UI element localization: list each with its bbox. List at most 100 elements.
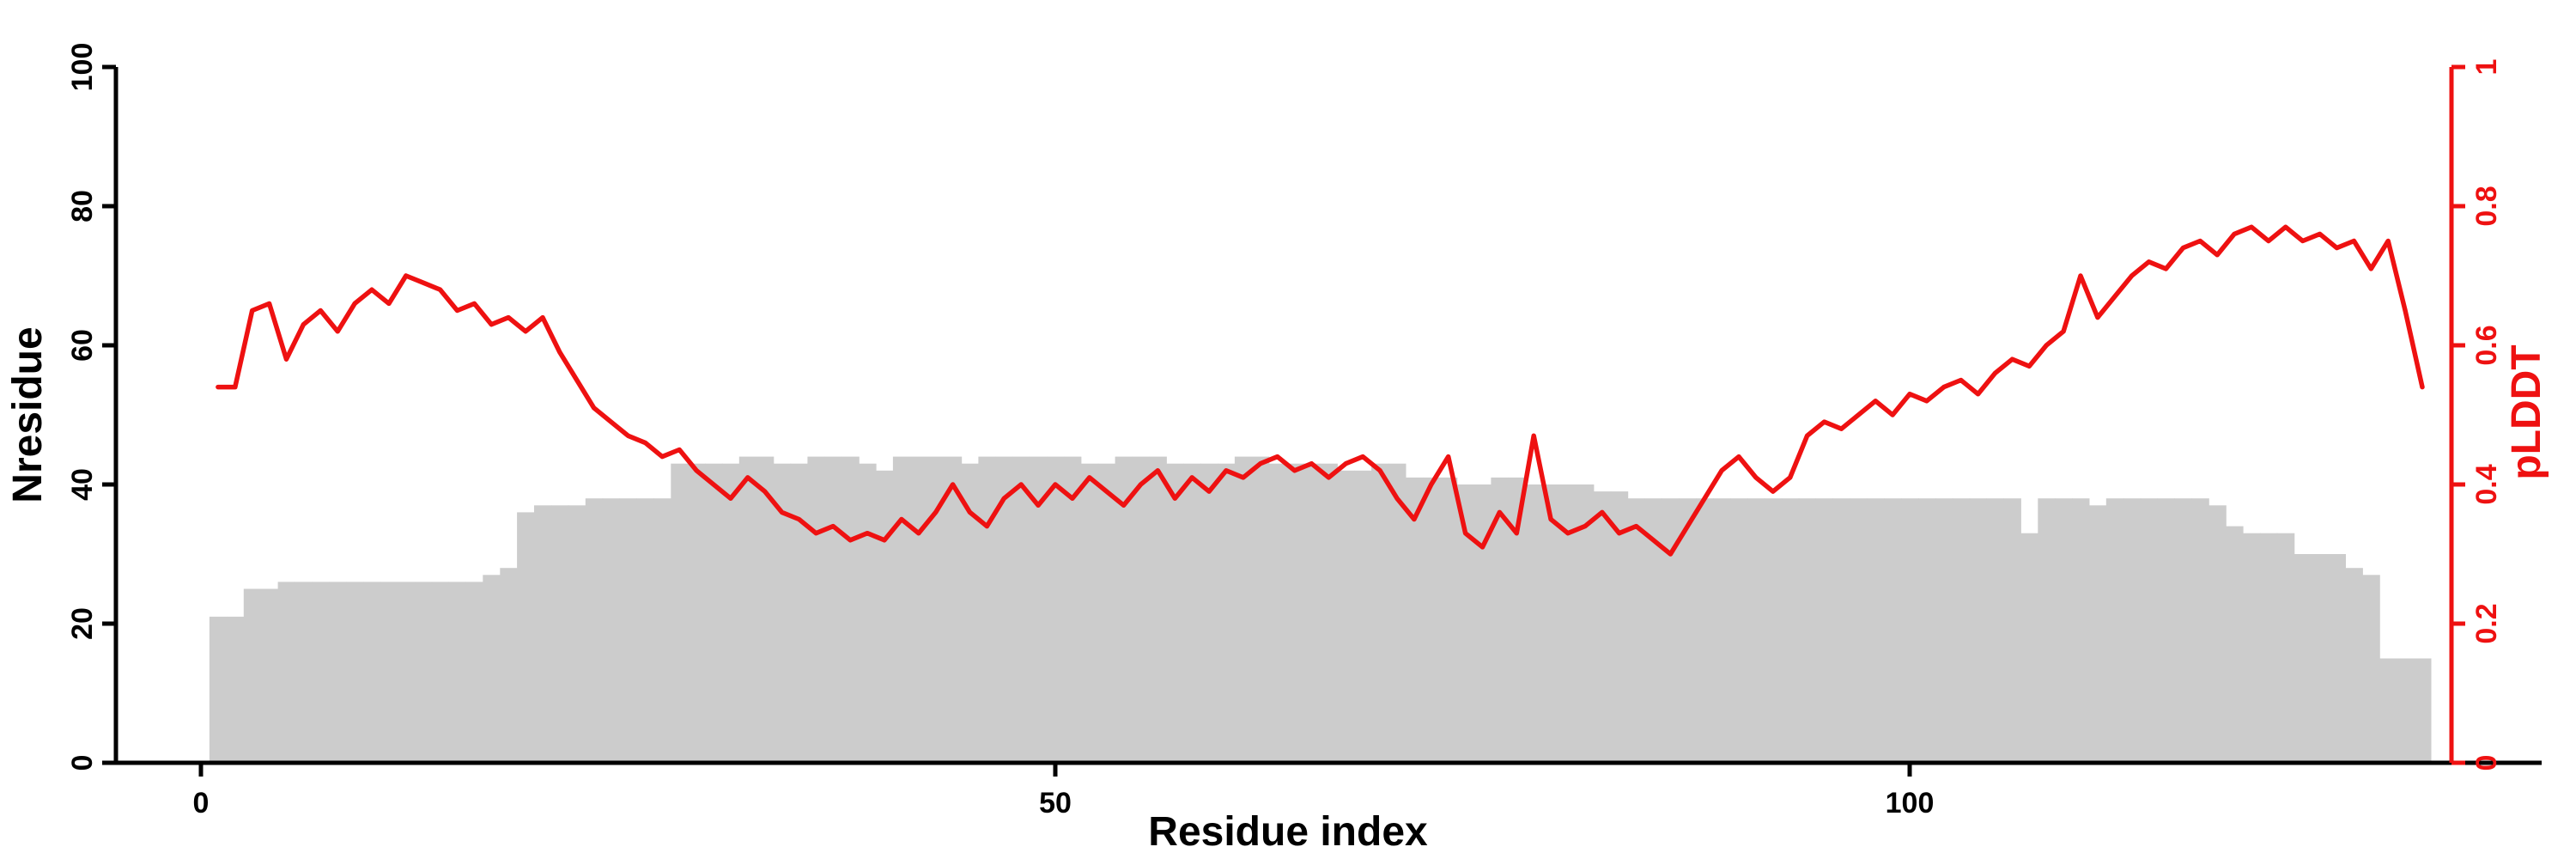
nresidue-bar	[414, 582, 433, 763]
nresidue-bar	[619, 498, 637, 763]
nresidue-bar	[2174, 498, 2192, 763]
nresidue-bar	[1713, 498, 1731, 763]
nresidue-bar	[1525, 484, 1543, 763]
nresidue-bar	[927, 456, 945, 763]
nresidue-bar	[483, 575, 501, 763]
nresidue-bar	[1576, 484, 1595, 763]
nresidue-bar	[1218, 463, 1236, 763]
nresidue-bar	[671, 463, 689, 763]
nresidue-bar	[773, 463, 792, 763]
nresidue-bar	[277, 582, 296, 763]
nresidue-bar	[1696, 498, 1714, 763]
y-right-axis-title: pLDDT	[2504, 344, 2549, 479]
nresidue-bar	[1456, 484, 1475, 763]
nresidue-bar	[2105, 498, 2124, 763]
nresidue-bar	[841, 456, 860, 763]
nresidue-bar	[1097, 463, 1116, 763]
nresidue-bar	[448, 582, 466, 763]
nresidue-bar	[1832, 498, 1850, 763]
nresidue-bar	[1508, 477, 1526, 763]
nresidue-bar	[1183, 463, 1201, 763]
nresidue-bar	[534, 505, 552, 763]
nresidue-bar	[500, 568, 518, 763]
y-right-tick-label: 0.4	[2470, 464, 2503, 504]
nresidue-bar	[2293, 554, 2312, 763]
nresidue-bar	[859, 463, 877, 763]
x-axis: 0 50 100	[106, 760, 2542, 819]
nresidue-bar	[909, 456, 928, 763]
nresidue-bar	[688, 463, 706, 763]
nresidue-bar	[1884, 498, 1902, 763]
nresidue-bar	[2276, 533, 2295, 763]
nresidue-bar	[1679, 498, 1697, 763]
nresidue-bar	[243, 588, 262, 763]
nresidue-bar	[1200, 463, 1218, 763]
nresidue-bar	[1491, 477, 1509, 763]
nresidue-bar	[961, 463, 979, 763]
y-left-tick-label: 60	[66, 329, 99, 362]
nresidue-bar	[2157, 498, 2175, 763]
nresidue-bar	[2123, 498, 2142, 763]
y-right-tick-label: 0.8	[2470, 186, 2503, 226]
nresidue-bar	[209, 616, 228, 763]
nresidue-bar	[636, 498, 654, 763]
nresidue-bar	[1559, 484, 1577, 763]
nresidue-bar	[978, 456, 996, 763]
nresidue-bar	[1935, 498, 1953, 763]
nresidue-bar	[1764, 498, 1783, 763]
nresidue-bar	[2345, 568, 2363, 763]
nresidue-bar	[1781, 498, 1800, 763]
y-right-tick-label: 0.6	[2470, 325, 2503, 365]
nresidue-bar	[1149, 456, 1167, 763]
y-left-tick-label: 40	[66, 468, 99, 501]
nresidue-bar	[892, 456, 911, 763]
y-right-tick-label: 1	[2470, 59, 2503, 76]
nresidue-bar	[2072, 498, 2090, 763]
nresidue-bar	[2226, 526, 2244, 763]
nresidue-bar	[1986, 498, 2004, 763]
nresidue-bar	[1354, 470, 1372, 763]
nresidue-bar	[2038, 498, 2056, 763]
nresidue-bar	[824, 456, 842, 763]
nresidue-bar	[705, 463, 723, 763]
nresidue-bar	[1166, 463, 1184, 763]
x-axis-title: Residue index	[1148, 809, 1428, 855]
nresidue-bar	[1542, 484, 1560, 763]
nresidue-bar	[1234, 456, 1253, 763]
nresidue-bar	[1593, 491, 1612, 763]
nresidue-bar	[1337, 470, 1355, 763]
nresidue-bar	[1388, 463, 1406, 763]
nresidue-bar	[756, 456, 775, 763]
nresidue-bar	[2379, 658, 2397, 763]
nresidue-bar	[1952, 498, 1971, 763]
nresidue-bar	[807, 456, 825, 763]
nresidue-bar	[944, 456, 963, 763]
nresidue-bar	[1047, 456, 1065, 763]
x-axis-tick-label: 50	[1039, 787, 1072, 819]
nresidue-bar	[2191, 498, 2209, 763]
nresidue-bar	[790, 463, 808, 763]
nresidue-bar	[1850, 498, 1868, 763]
nresidue-bar	[602, 498, 621, 763]
nresidue-bars	[209, 456, 2432, 763]
nresidue-bar	[2140, 498, 2159, 763]
y-left-axis: 0 20 40 60 80 100	[66, 43, 118, 771]
y-right-tick-label: 0	[2470, 755, 2503, 771]
nresidue-bar	[2088, 505, 2107, 763]
nresidue-bar	[1901, 498, 1919, 763]
nresidue-bar	[2003, 498, 2021, 763]
nresidue-bar	[738, 456, 757, 763]
nresidue-bar	[1063, 456, 1082, 763]
nresidue-bar	[551, 505, 569, 763]
nresidue-bar	[1371, 463, 1389, 763]
nresidue-bar	[1610, 491, 1629, 763]
nresidue-bar	[1030, 456, 1048, 763]
nresidue-bar	[1815, 498, 1834, 763]
nresidue-bar	[721, 463, 740, 763]
nresidue-bar	[1730, 498, 1748, 763]
nresidue-bar	[465, 582, 483, 763]
nresidue-bar	[2397, 658, 2415, 763]
nresidue-bar	[1303, 463, 1321, 763]
